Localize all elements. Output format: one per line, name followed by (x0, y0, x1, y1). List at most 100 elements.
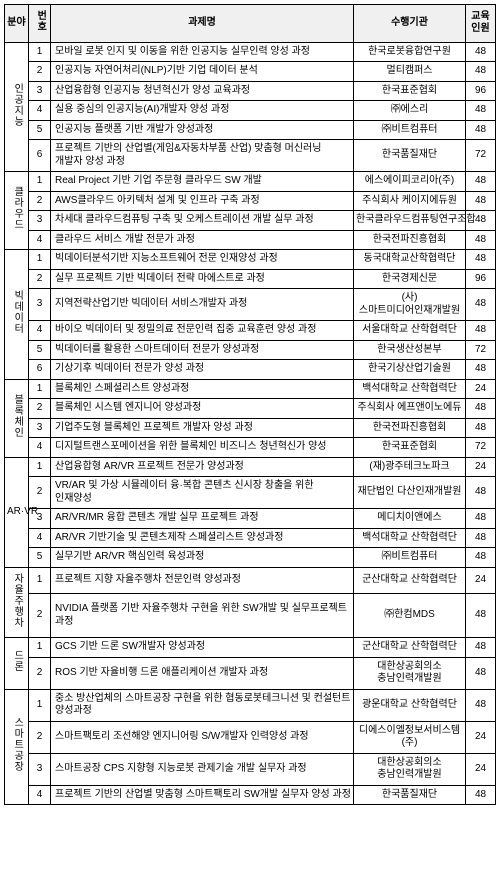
course-cell: Real Project 기반 기업 주문형 클라우드 SW 개발 (51, 172, 354, 192)
org-cell: 대한상공회의소 충남인력개발원 (354, 657, 466, 689)
count-cell: 48 (466, 548, 496, 568)
org-cell: (사)스마트미디어인재개발원 (354, 289, 466, 321)
count-cell: 48 (466, 689, 496, 721)
org-cell: 한국전파진흥협회 (354, 418, 466, 438)
course-cell: 프로젝트 기반의 산업별(게임&자동차부품 산업) 맞춤형 머신러닝 개발자 양… (51, 140, 354, 172)
num-cell: 4 (29, 230, 51, 250)
count-cell: 48 (466, 62, 496, 82)
num-cell: 1 (29, 172, 51, 192)
count-cell: 24 (466, 721, 496, 753)
count-cell: 48 (466, 638, 496, 658)
org-cell: ㈜에스리 (354, 101, 466, 121)
org-cell: 주식회사 에프앤이노에듀 (354, 399, 466, 419)
org-cell: ㈜비트컴퓨터 (354, 548, 466, 568)
course-cell: 인공지능 플랫폼 기반 개발가 양성과정 (51, 120, 354, 140)
course-cell: AWS클라우드 아키텍처 설계 및 인프라 구축 과정 (51, 191, 354, 211)
course-cell: 기상기후 빅데이터 전문가 양성 과정 (51, 360, 354, 380)
num-cell: 5 (29, 340, 51, 360)
org-cell: 멀티캠퍼스 (354, 62, 466, 82)
table-row: 4클라우드 서비스 개발 전문가 과정한국전파진흥협회48 (5, 230, 496, 250)
table-row: 4바이오 빅데이터 및 정밀의료 전문인력 집중 교육훈련 양성 과정서울대학교… (5, 321, 496, 341)
count-cell: 48 (466, 101, 496, 121)
org-cell: 한국품질재단 (354, 140, 466, 172)
table-row: 2블록체인 시스템 엔지니어 양성과정주식회사 에프앤이노에듀48 (5, 399, 496, 419)
category-cell: AR·VR (5, 457, 29, 567)
count-cell: 48 (466, 172, 496, 192)
course-cell: ROS 기반 자율비행 드론 애플리케이션 개발자 과정 (51, 657, 354, 689)
num-cell: 1 (29, 567, 51, 594)
num-cell: 2 (29, 721, 51, 753)
num-cell: 3 (29, 289, 51, 321)
table-row: 빅데이터1빅데이터분석기반 지능소프트웨어 전문 인재양성 과정동국대학교산학협… (5, 250, 496, 270)
course-cell: 실무 프로젝트 기반 빅데이터 전략 마에스트로 과정 (51, 269, 354, 289)
count-cell: 48 (466, 657, 496, 689)
count-cell: 72 (466, 340, 496, 360)
course-cell: 산업융합형 인공지능 청년혁신가 양성 교육과정 (51, 81, 354, 101)
course-cell: 프로젝트 지향 자율주행차 전문인력 양성과정 (51, 567, 354, 594)
count-cell: 72 (466, 438, 496, 458)
org-cell: 한국기상산업기술원 (354, 360, 466, 380)
org-cell: 재단법인 다산인재개발원 (354, 477, 466, 509)
count-cell: 48 (466, 321, 496, 341)
course-cell: 차세대 클라우드컴퓨팅 구축 및 오케스트레이션 개발 실무 과정 (51, 211, 354, 231)
count-cell: 24 (466, 567, 496, 594)
org-cell: 한국클라우드컴퓨팅연구조합 (354, 211, 466, 231)
org-cell: 군산대학교 산학협력단 (354, 638, 466, 658)
org-cell: 군산대학교 산학협력단 (354, 567, 466, 594)
count-cell: 48 (466, 360, 496, 380)
category-cell: 빅데이터 (5, 250, 29, 380)
num-cell: 3 (29, 81, 51, 101)
table-row: 3지역전략산업기반 빅데이터 서비스개발자 과정(사)스마트미디어인재개발원48 (5, 289, 496, 321)
num-cell: 4 (29, 785, 51, 805)
table-row: 3기업주도형 블록체인 프로젝트 개발자 양성 과정한국전파진흥협회48 (5, 418, 496, 438)
num-cell: 6 (29, 140, 51, 172)
table-row: 3산업융합형 인공지능 청년혁신가 양성 교육과정한국표준협회96 (5, 81, 496, 101)
course-cell: 블록체인 스페셜리스트 양성과정 (51, 379, 354, 399)
table-row: 5실무기반 AR/VR 핵심인력 육성과정㈜비트컴퓨터48 (5, 548, 496, 568)
table-row: 6프로젝트 기반의 산업별(게임&자동차부품 산업) 맞춤형 머신러닝 개발자 … (5, 140, 496, 172)
table-row: 2AWS클라우드 아키텍처 설계 및 인프라 구축 과정주식회사 케이지에듀원4… (5, 191, 496, 211)
num-cell: 1 (29, 689, 51, 721)
org-cell: 디에스이엘정보서비스템(주) (354, 721, 466, 753)
course-cell: NVIDIA 플랫폼 기반 자율주행차 구현을 위한 SW개발 및 실무프로젝트… (51, 594, 354, 638)
category-cell: 블록체인 (5, 379, 29, 457)
org-cell: 한국표준협회 (354, 81, 466, 101)
num-cell: 2 (29, 594, 51, 638)
count-cell: 24 (466, 753, 496, 785)
table-row: 2인공지능 자연어처리(NLP)기반 기업 데이터 분석멀티캠퍼스48 (5, 62, 496, 82)
category-cell: 인공지능 (5, 42, 29, 172)
count-cell: 72 (466, 140, 496, 172)
count-cell: 48 (466, 594, 496, 638)
header-category: 분야 (5, 5, 29, 43)
table-row: 2실무 프로젝트 기반 빅데이터 전략 마에스트로 과정한국경제신문96 (5, 269, 496, 289)
course-cell: 기업주도형 블록체인 프로젝트 개발자 양성 과정 (51, 418, 354, 438)
table-row: 스마트공장1중소 방산업체의 스마트공장 구현을 위한 협동로봇테크니션 및 컨… (5, 689, 496, 721)
count-cell: 48 (466, 418, 496, 438)
count-cell: 48 (466, 120, 496, 140)
num-cell: 1 (29, 638, 51, 658)
org-cell: 메디치이앤에스 (354, 509, 466, 529)
num-cell: 3 (29, 211, 51, 231)
num-cell: 4 (29, 321, 51, 341)
header-row: 분야 번호 과제명 수행기관 교육 인원 (5, 5, 496, 43)
table-row: 2ROS 기반 자율비행 드론 애플리케이션 개발자 과정대한상공회의소 충남인… (5, 657, 496, 689)
course-cell: 모바일 로봇 인지 및 이동을 위한 인공지능 실무인력 양성 과정 (51, 42, 354, 62)
org-cell: 백석대학교 산학협력단 (354, 379, 466, 399)
table-row: 5빅데이터를 활용한 스마트데이터 전문가 양성과정한국생산성본부72 (5, 340, 496, 360)
header-course: 과제명 (51, 5, 354, 43)
course-cell: 스마트공장 CPS 지향형 지능로봇 관제기술 개발 실무자 과정 (51, 753, 354, 785)
table-row: 4실용 중심의 인공지능(AI)개발자 양성 과정㈜에스리48 (5, 101, 496, 121)
course-cell: 디지털트랜스포메이션을 위한 블록체인 비즈니스 청년혁신가 양성 (51, 438, 354, 458)
num-cell: 3 (29, 418, 51, 438)
table-row: 2NVIDIA 플랫폼 기반 자율주행차 구현을 위한 SW개발 및 실무프로젝… (5, 594, 496, 638)
org-cell: ㈜한컴MDS (354, 594, 466, 638)
course-cell: 인공지능 자연어처리(NLP)기반 기업 데이터 분석 (51, 62, 354, 82)
num-cell: 2 (29, 269, 51, 289)
course-cell: 빅데이터분석기반 지능소프트웨어 전문 인재양성 과정 (51, 250, 354, 270)
course-cell: 클라우드 서비스 개발 전문가 과정 (51, 230, 354, 250)
num-cell: 1 (29, 250, 51, 270)
org-cell: 한국표준협회 (354, 438, 466, 458)
num-cell: 4 (29, 438, 51, 458)
table-row: 4디지털트랜스포메이션을 위한 블록체인 비즈니스 청년혁신가 양성한국표준협회… (5, 438, 496, 458)
num-cell: 1 (29, 42, 51, 62)
